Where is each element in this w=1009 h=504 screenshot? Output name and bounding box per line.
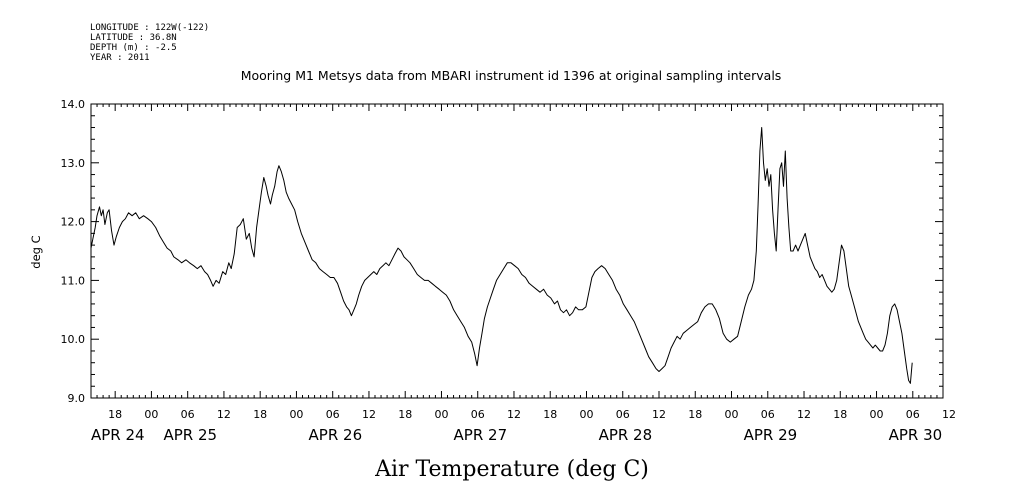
x-hour-label: 12 <box>942 408 956 421</box>
x-hour-label: 06 <box>471 408 485 421</box>
x-hour-label: 12 <box>652 408 666 421</box>
x-date-label: APR 25 <box>164 426 218 444</box>
x-hour-label: 12 <box>507 408 521 421</box>
x-date-label: APR 30 <box>889 426 943 444</box>
latitude-label: LATITUDE : 36.8N <box>90 33 177 43</box>
x-hour-label: 12 <box>362 408 376 421</box>
x-date-label: APR 29 <box>744 426 798 444</box>
y-tick-label: 12.0 <box>61 216 86 229</box>
x-hour-label: 06 <box>616 408 630 421</box>
x-hour-label: 18 <box>688 408 702 421</box>
x-hour-label: 18 <box>253 408 267 421</box>
x-date-label: APR 27 <box>454 426 508 444</box>
x-hour-label: 00 <box>725 408 739 421</box>
x-hour-label: 12 <box>217 408 231 421</box>
year-label: YEAR : 2011 <box>90 53 150 63</box>
x-date-label: APR 24 <box>91 426 145 444</box>
x-axis-title: Air Temperature (deg C) <box>374 457 649 482</box>
x-hour-label: 00 <box>289 408 303 421</box>
chart-title: Mooring M1 Metsys data from MBARI instru… <box>241 68 782 83</box>
y-tick-label: 14.0 <box>61 98 86 111</box>
x-hour-label: 00 <box>434 408 448 421</box>
depth-label: DEPTH (m) : -2.5 <box>90 43 177 53</box>
x-hour-label: 00 <box>579 408 593 421</box>
x-hour-label: 00 <box>144 408 158 421</box>
x-hour-label: 06 <box>761 408 775 421</box>
y-axis-label: deg C <box>29 235 43 268</box>
x-hour-label: 00 <box>870 408 884 421</box>
x-date-label: APR 26 <box>309 426 363 444</box>
metadata-block: LONGITUDE : 122W(-122) LATITUDE : 36.8N … <box>90 23 209 63</box>
longitude-label: LONGITUDE : 122W(-122) <box>90 23 209 33</box>
series-line-0 <box>90 127 913 384</box>
y-tick-label: 10.0 <box>61 333 86 346</box>
x-hour-label: 18 <box>833 408 847 421</box>
x-hour-label: 18 <box>398 408 412 421</box>
x-hour-label: 06 <box>181 408 195 421</box>
y-tick-label: 11.0 <box>61 274 86 287</box>
x-hour-label: 06 <box>326 408 340 421</box>
y-tick-label: 13.0 <box>61 157 86 170</box>
x-hour-label: 12 <box>797 408 811 421</box>
x-hour-label: 06 <box>906 408 920 421</box>
x-axis: 18 00 06 12 18 00 06 12 18 00 06 12 18 00 06 12 18 00 06 12… <box>90 104 956 444</box>
series-layer <box>90 127 913 384</box>
plot-frame <box>90 103 944 399</box>
y-tick-label: 9.0 <box>68 392 86 405</box>
x-hour-label: 18 <box>543 408 557 421</box>
x-date-label: APR 28 <box>599 426 653 444</box>
y-axis: 9.0 10.0 11.0 12.0 13.0 14.0 <box>61 98 943 405</box>
x-hour-label: 18 <box>108 408 122 421</box>
